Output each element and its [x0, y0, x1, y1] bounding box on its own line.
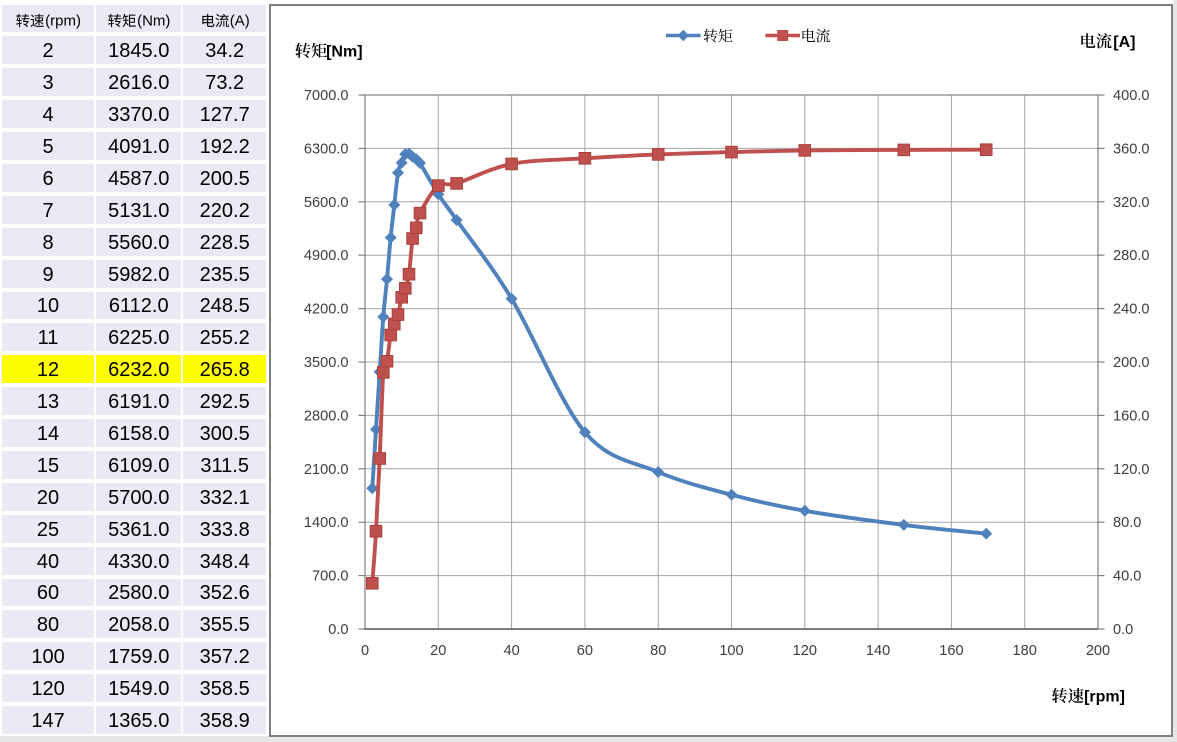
svg-text:700.0: 700.0	[311, 569, 348, 585]
svg-text:3500.0: 3500.0	[303, 355, 348, 371]
svg-text:[Nm]: [Nm]	[326, 44, 362, 61]
svg-text:6300.0: 6300.0	[303, 141, 348, 157]
svg-text:1400.0: 1400.0	[303, 515, 348, 531]
svg-text:80.0: 80.0	[1113, 515, 1141, 531]
svg-text:240.0: 240.0	[1113, 302, 1150, 318]
svg-text:80: 80	[650, 643, 666, 659]
svg-text:200.0: 200.0	[1113, 355, 1150, 371]
svg-text:40.0: 40.0	[1113, 569, 1141, 585]
svg-text:140: 140	[865, 643, 889, 659]
svg-text:2800.0: 2800.0	[303, 408, 348, 424]
svg-text:7000.0: 7000.0	[303, 88, 348, 104]
svg-text:4200.0: 4200.0	[303, 302, 348, 318]
svg-text:[A]: [A]	[1113, 34, 1135, 51]
svg-text:120.0: 120.0	[1113, 462, 1150, 478]
svg-text:160: 160	[939, 643, 963, 659]
svg-text:20: 20	[430, 643, 446, 659]
svg-text:4900.0: 4900.0	[303, 248, 348, 264]
svg-text:0.0: 0.0	[328, 622, 348, 638]
svg-text:200: 200	[1085, 643, 1109, 659]
svg-text:400.0: 400.0	[1113, 88, 1150, 104]
svg-text:0: 0	[360, 643, 368, 659]
svg-text:2100.0: 2100.0	[303, 462, 348, 478]
svg-text:360.0: 360.0	[1113, 141, 1150, 157]
svg-text:0.0: 0.0	[1113, 622, 1133, 638]
svg-text:[rpm]: [rpm]	[1084, 689, 1125, 706]
svg-text:5600.0: 5600.0	[303, 195, 348, 211]
svg-text:160.0: 160.0	[1113, 408, 1150, 424]
svg-text:60: 60	[576, 643, 592, 659]
svg-text:120: 120	[792, 643, 816, 659]
svg-text:280.0: 280.0	[1113, 248, 1150, 264]
svg-text:100: 100	[719, 643, 743, 659]
svg-text:320.0: 320.0	[1113, 195, 1150, 211]
svg-text:180: 180	[1012, 643, 1036, 659]
svg-text:40: 40	[503, 643, 519, 659]
